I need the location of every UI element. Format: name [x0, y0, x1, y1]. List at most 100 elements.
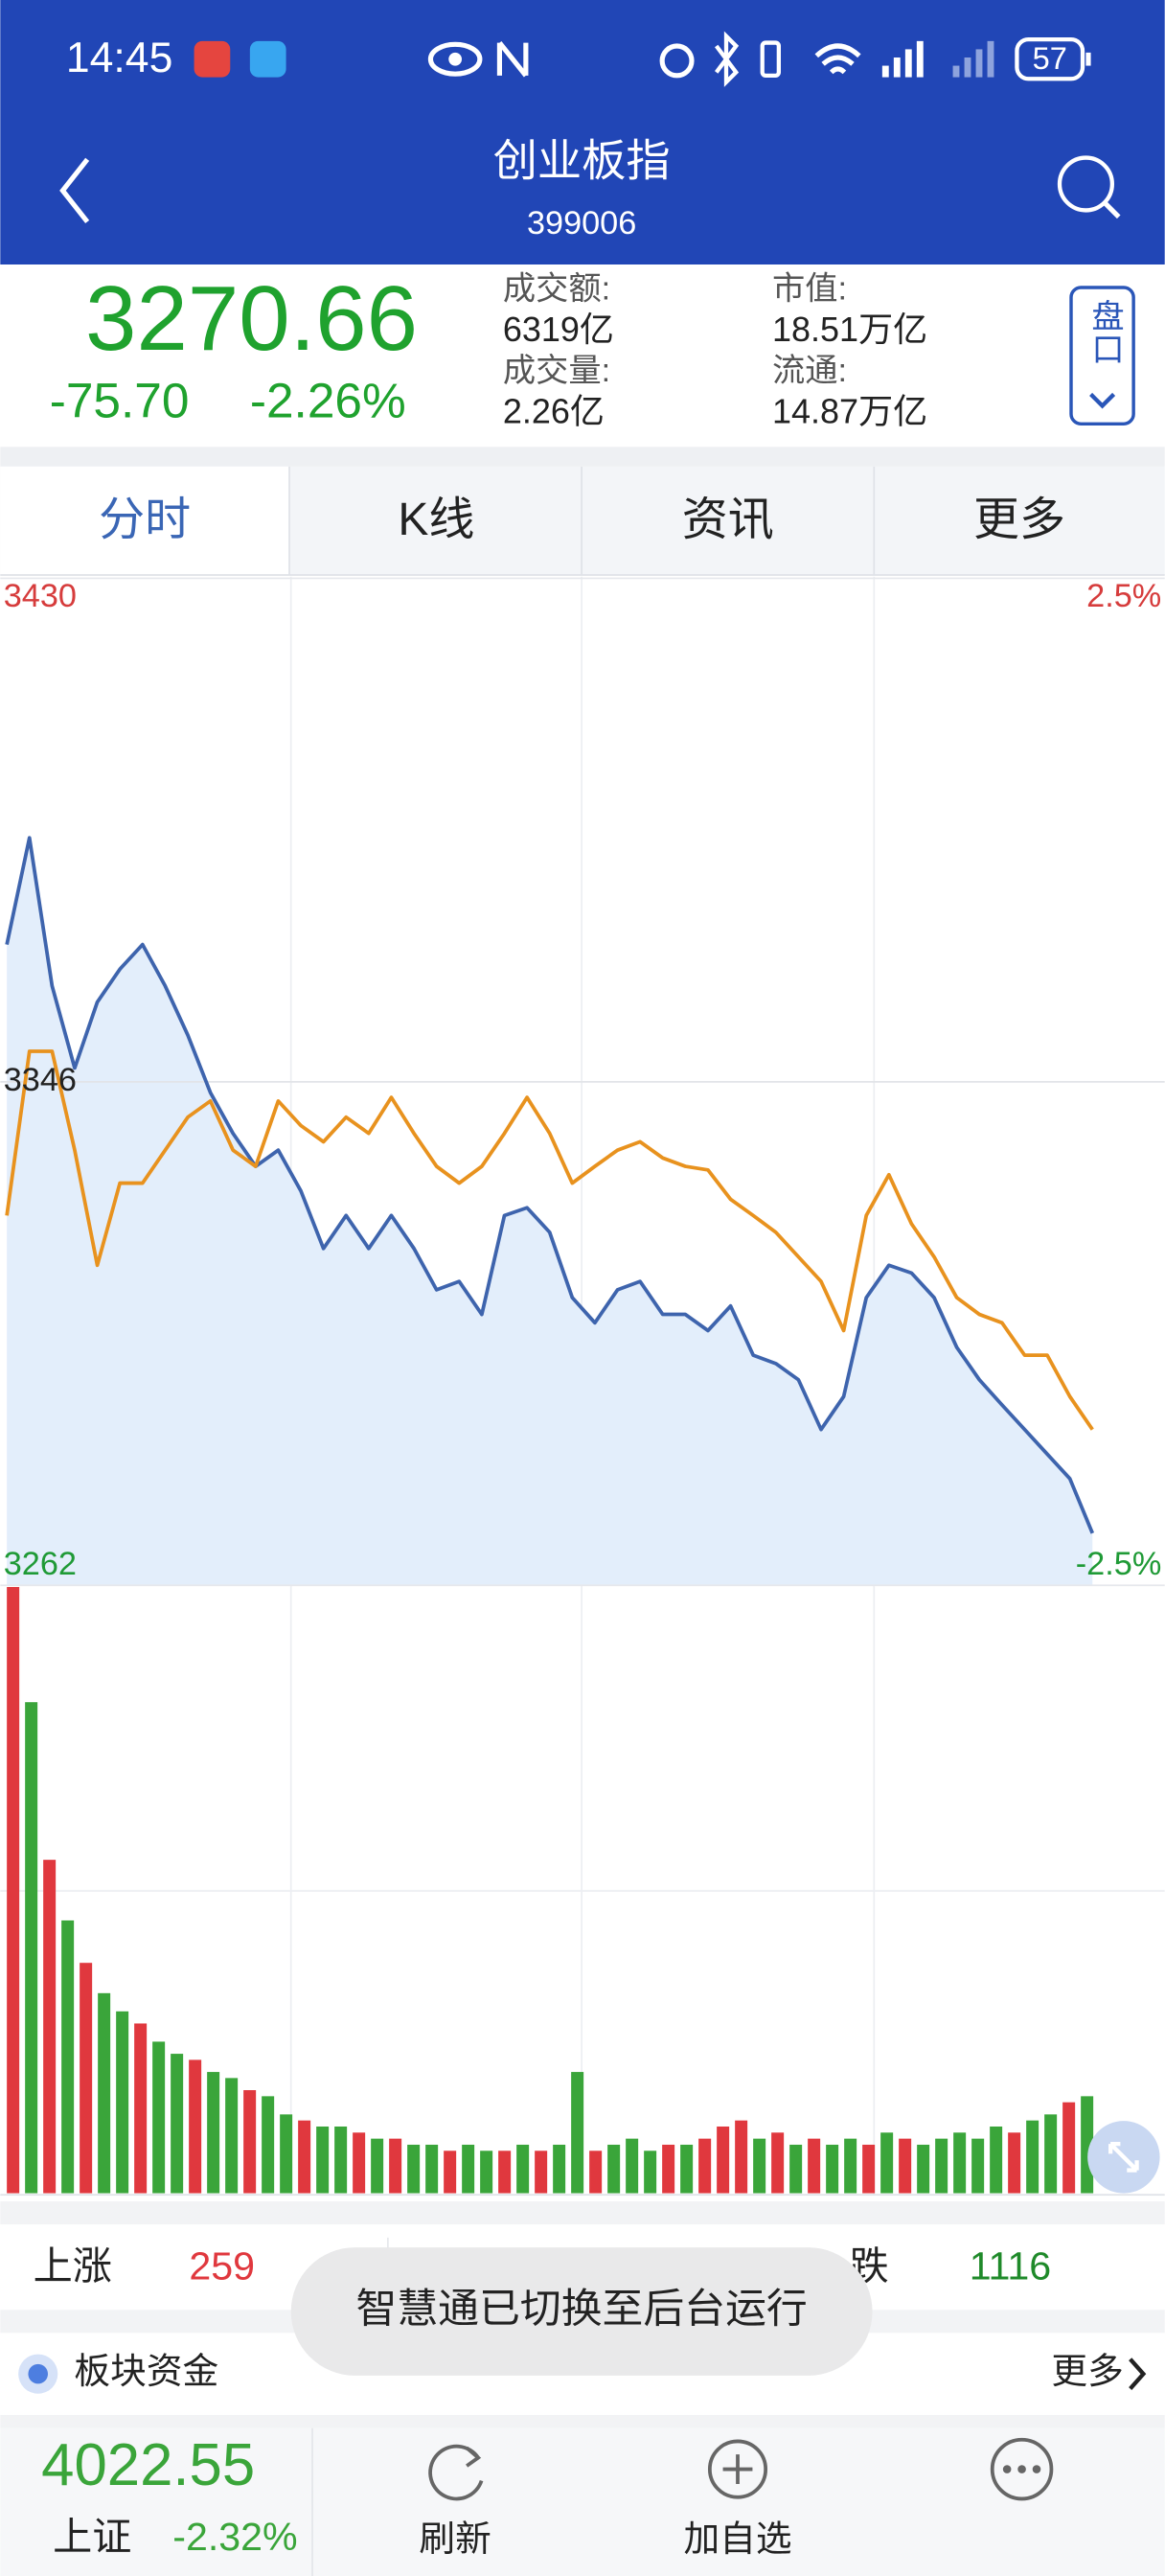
volume-bar [262, 2096, 275, 2194]
back-button[interactable] [59, 157, 90, 224]
battery-icon [1015, 37, 1085, 81]
divider [0, 447, 1165, 467]
fund-label: 板块资金 [74, 2351, 218, 2391]
toast-bg [290, 2247, 873, 2376]
more-menu-button[interactable] [990, 2437, 1054, 2501]
page-title: 创业板指 [493, 136, 671, 186]
volume-bar [425, 2144, 439, 2194]
volume-bar [98, 1992, 111, 2194]
expand-button[interactable] [1087, 2121, 1160, 2194]
tab-label[interactable]: 更多 [973, 494, 1065, 545]
signal-icon [952, 40, 994, 78]
volume-bar [626, 2138, 639, 2194]
nfc-icon [496, 40, 529, 78]
volume-bar [480, 2150, 493, 2194]
sh-index-change: -2.32% [172, 2515, 297, 2559]
order-book-button[interactable]: 盘口 [1069, 286, 1135, 426]
vibrate-icon [760, 40, 781, 78]
tab-label[interactable]: 资讯 [682, 494, 774, 545]
volume-bar [753, 2138, 766, 2194]
app-icon [249, 40, 286, 78]
volume-bar [207, 2072, 220, 2194]
status-time: 14:45 [66, 34, 173, 81]
volume-bar [371, 2138, 384, 2194]
volume-bar [698, 2138, 712, 2194]
up-count: 259 [189, 2243, 255, 2288]
more-label: 更多 [1051, 2351, 1123, 2391]
sh-index-price: 4022.55 [41, 2432, 255, 2498]
tab-label[interactable]: K线 [398, 494, 474, 545]
volume-bar [789, 2144, 803, 2194]
volume-bar [935, 2138, 948, 2194]
index-price: 3270.66 [85, 267, 418, 370]
stat-value: 2.26亿 [503, 392, 605, 431]
volume-bar [152, 2041, 166, 2194]
toast-message: 智慧通已切换至后台运行 [355, 2286, 807, 2332]
down-count: 1116 [970, 2243, 1051, 2288]
volume-bar [462, 2144, 475, 2194]
volume-bar [680, 2144, 694, 2194]
volume-bar [644, 2150, 657, 2194]
up-label: 上涨 [34, 2243, 112, 2288]
divider [0, 2201, 1165, 2225]
y2-tick-label: -2.5% [1076, 1546, 1162, 1582]
stat-label: 流通: [772, 353, 847, 389]
volume-bar [316, 2126, 330, 2194]
more-link[interactable]: 更多 [1051, 2351, 1147, 2391]
volume-bar [553, 2144, 566, 2194]
header-bg [0, 0, 1165, 264]
volume-bar [389, 2138, 402, 2194]
volume-bar [735, 2120, 748, 2194]
y-tick-label: 3346 [4, 1062, 77, 1098]
active-tab-bg [0, 466, 290, 575]
app-icon [194, 40, 231, 78]
volume-bar [43, 1859, 57, 2194]
price-change-pct: -2.26% [250, 372, 406, 427]
volume-bar [7, 1587, 20, 2194]
price-change: -75.70 [50, 372, 190, 427]
stat-label: 成交额: [503, 270, 610, 307]
price-line [5, 836, 1095, 1534]
volume-bar [808, 2138, 821, 2194]
volume-bar [844, 2138, 857, 2194]
bluetooth-icon [715, 31, 740, 87]
stat-value: 6319亿 [503, 310, 614, 349]
tab-label[interactable]: 分时 [99, 494, 191, 545]
stat-value: 18.51万亿 [772, 310, 927, 349]
volume-bar [407, 2144, 421, 2194]
volume-bar [571, 2072, 584, 2194]
y-tick-label: 3262 [4, 1546, 77, 1582]
sh-index-name: 上证 [53, 2515, 131, 2559]
refresh-button[interactable]: 刷新 [419, 2444, 491, 2559]
volume-bar [1062, 2102, 1076, 2194]
volume-bar [243, 2090, 257, 2194]
volume-bar [771, 2132, 785, 2194]
stat-value: 14.87万亿 [772, 392, 927, 431]
volume-bar [225, 2078, 239, 2194]
y-tick-label: 3430 [4, 578, 77, 614]
add-watchlist-label: 加自选 [683, 2518, 791, 2559]
volume-bar [25, 1702, 38, 2194]
volume-bar [116, 2011, 129, 2194]
search-button[interactable] [1057, 155, 1121, 219]
volume-bar [826, 2144, 839, 2194]
fund-icon [28, 2363, 48, 2384]
volume-bar [1044, 2114, 1058, 2194]
volume-bar [990, 2126, 1003, 2194]
wifi-icon [814, 43, 861, 75]
volume-bar [171, 2054, 184, 2194]
stat-label: 成交量: [503, 353, 610, 389]
battery-icon [1085, 52, 1091, 66]
volume-bar [1026, 2120, 1039, 2194]
volume-bar [334, 2126, 348, 2194]
volume-bar [353, 2132, 366, 2194]
battery-level: 57 [1033, 41, 1067, 76]
volume-bar [880, 2132, 894, 2194]
price-area [7, 838, 1093, 1586]
add-watchlist-button[interactable]: 加自选 [683, 2439, 792, 2559]
order-book-label: 盘口 [1086, 299, 1124, 365]
volume-bar [607, 2144, 621, 2194]
volume-bar [189, 2059, 202, 2194]
stock-code: 399006 [527, 205, 636, 242]
